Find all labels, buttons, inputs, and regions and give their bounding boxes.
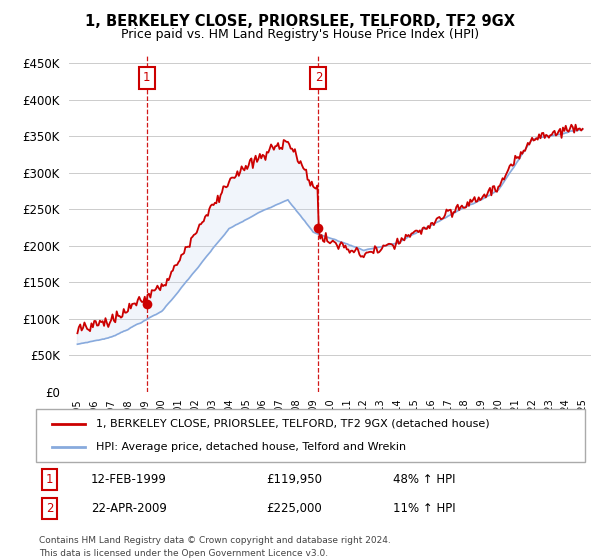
Text: 1: 1 bbox=[46, 473, 53, 486]
Text: 22-APR-2009: 22-APR-2009 bbox=[91, 502, 167, 515]
Text: 11% ↑ HPI: 11% ↑ HPI bbox=[393, 502, 455, 515]
Text: HPI: Average price, detached house, Telford and Wrekin: HPI: Average price, detached house, Telf… bbox=[97, 442, 407, 452]
Text: 12-FEB-1999: 12-FEB-1999 bbox=[91, 473, 167, 486]
Text: 1, BERKELEY CLOSE, PRIORSLEE, TELFORD, TF2 9GX (detached house): 1, BERKELEY CLOSE, PRIORSLEE, TELFORD, T… bbox=[97, 419, 490, 429]
Text: 2: 2 bbox=[314, 72, 322, 85]
Text: Price paid vs. HM Land Registry's House Price Index (HPI): Price paid vs. HM Land Registry's House … bbox=[121, 28, 479, 41]
Text: £119,950: £119,950 bbox=[266, 473, 323, 486]
FancyBboxPatch shape bbox=[36, 409, 585, 462]
Text: Contains HM Land Registry data © Crown copyright and database right 2024.
This d: Contains HM Land Registry data © Crown c… bbox=[39, 536, 391, 558]
Text: 48% ↑ HPI: 48% ↑ HPI bbox=[393, 473, 455, 486]
Text: 2: 2 bbox=[46, 502, 53, 515]
Text: £225,000: £225,000 bbox=[266, 502, 322, 515]
Text: 1, BERKELEY CLOSE, PRIORSLEE, TELFORD, TF2 9GX: 1, BERKELEY CLOSE, PRIORSLEE, TELFORD, T… bbox=[85, 14, 515, 29]
Text: 1: 1 bbox=[143, 72, 151, 85]
